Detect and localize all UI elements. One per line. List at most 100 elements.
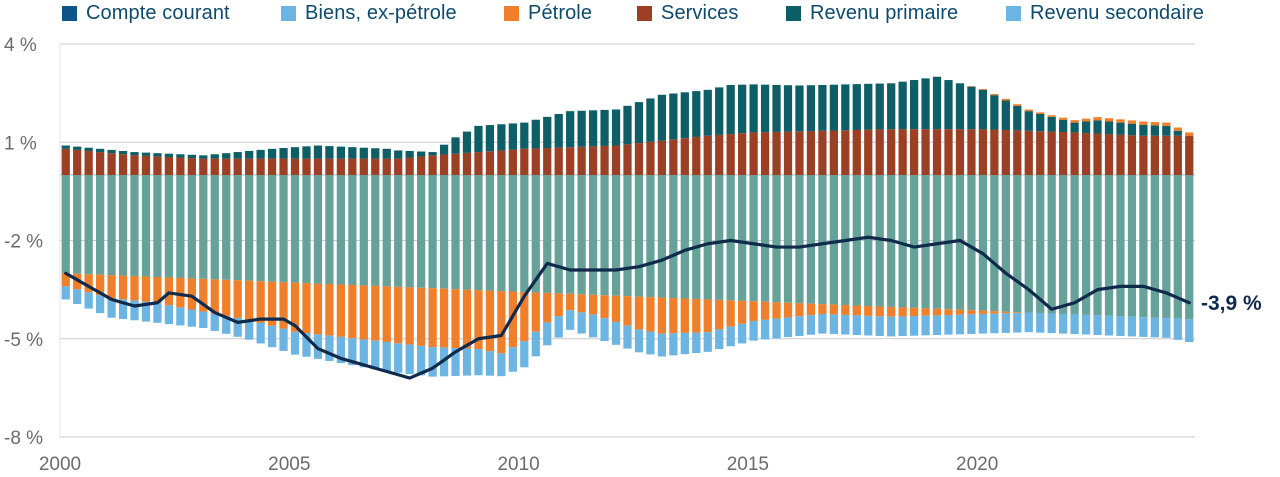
bar-segment-secondary — [898, 175, 907, 308]
bar-segment-primary — [749, 84, 758, 133]
bar-segment-goods — [921, 315, 930, 336]
bar-segment-secondary — [978, 175, 988, 311]
bar-segment-services — [657, 140, 667, 175]
bar-segment-goods — [611, 321, 621, 345]
bar-segment-secondary — [267, 175, 277, 282]
bar-segment-oil — [210, 279, 219, 314]
bar-segment-oil — [462, 289, 472, 349]
bar-segment-oil — [1150, 122, 1159, 126]
bar-segment-oil — [944, 309, 953, 316]
bar-segment-secondary — [1127, 175, 1137, 317]
bar-segment-secondary — [382, 175, 391, 287]
bar-segment-oil — [267, 281, 277, 326]
bar-segment-primary — [302, 146, 311, 159]
bar-segment-goods — [749, 320, 758, 341]
bar-segment-oil — [1036, 112, 1045, 115]
bar-segment-primary — [864, 83, 873, 130]
bar-segment-services — [1013, 130, 1022, 175]
bar-segment-oil — [703, 299, 712, 333]
bar-segment-secondary — [1116, 175, 1125, 317]
bar-segment-services — [588, 146, 598, 175]
bar-segment-goods — [222, 315, 231, 334]
bar-segment-primary — [61, 145, 70, 149]
bar-segment-oil — [554, 293, 563, 317]
bar-segment-oil — [783, 302, 793, 318]
bar-segment-oil — [990, 93, 999, 96]
bar-segment-primary — [73, 146, 82, 150]
bar-segment-oil — [497, 291, 506, 354]
legend-label: Revenu primaire — [810, 2, 959, 24]
bar-segment-secondary — [153, 175, 162, 277]
bar-segment-goods — [1059, 313, 1068, 334]
bar-segment-services — [233, 158, 242, 176]
bar-segment-services — [107, 153, 116, 175]
bar-segment-secondary — [932, 175, 942, 309]
bar-segment-oil — [588, 294, 598, 315]
bar-segment-secondary — [1139, 175, 1148, 318]
bar-segment-oil — [302, 283, 311, 334]
bar-segment-goods — [1139, 317, 1148, 337]
bar-segment-goods — [955, 314, 965, 335]
bar-segment-primary — [623, 105, 632, 145]
bar-segment-services — [841, 130, 850, 175]
bar-segment-secondary — [1059, 175, 1068, 314]
bar-segment-secondary — [508, 175, 517, 292]
bar-segment-oil — [107, 275, 116, 299]
bar-segment-secondary — [96, 175, 105, 275]
bar-segment-goods — [646, 331, 655, 355]
bar-segment-oil — [978, 89, 988, 90]
bar-segment-goods — [726, 326, 735, 347]
bar-segment-goods — [508, 347, 517, 372]
bar-segment-primary — [588, 110, 598, 147]
bar-segment-primary — [967, 86, 976, 130]
bar-segment-primary — [1036, 114, 1045, 132]
bar-segment-primary — [1139, 124, 1148, 136]
bar-segment-secondary — [336, 175, 346, 285]
bar-segment-services — [703, 135, 712, 175]
bar-segment-oil — [1093, 117, 1102, 121]
bar-segment-services — [451, 153, 460, 175]
bar-segment-oil — [852, 305, 861, 316]
bar-segment-services — [795, 131, 804, 175]
bar-segment-goods — [118, 299, 128, 319]
bar-segment-primary — [233, 152, 242, 159]
bar-segment-secondary — [795, 175, 804, 304]
bar-segment-goods — [405, 344, 414, 375]
bar-segment-primary — [955, 83, 965, 130]
bar-segment-primary — [600, 109, 609, 146]
bar-segment-oil — [760, 301, 770, 320]
bar-segment-primary — [118, 150, 128, 155]
bar-segment-oil — [417, 287, 426, 346]
bar-segment-oil — [566, 293, 575, 311]
bar-segment-secondary — [417, 175, 426, 288]
bar-segment-secondary — [84, 175, 93, 275]
bar-segment-goods — [806, 315, 816, 335]
bar-segment-services — [577, 146, 586, 175]
bar-segment-goods — [1150, 317, 1159, 338]
bar-segment-services — [199, 158, 208, 176]
bar-segment-goods — [715, 329, 724, 350]
bar-segment-services — [864, 129, 873, 175]
bar-segment-primary — [554, 114, 563, 148]
bar-segment-secondary — [1070, 175, 1079, 315]
bar-segment-secondary — [118, 175, 128, 276]
bar-segment-primary — [359, 147, 368, 159]
bar-segment-secondary — [1024, 175, 1033, 313]
bar-segment-services — [508, 149, 517, 175]
bar-segment-primary — [1001, 100, 1010, 130]
bar-segment-oil — [176, 277, 185, 308]
bar-segment-goods — [634, 329, 644, 353]
bar-segment-goods — [290, 331, 300, 355]
bar-segment-services — [1081, 132, 1091, 175]
axes: 4 % 1 % -2 % -5 % -8 % 2000 2005 2010 2015 2020 — [4, 35, 998, 475]
bar-segment-secondary — [818, 175, 827, 305]
bar-segment-secondary — [233, 175, 242, 281]
bar-segment-goods — [829, 314, 838, 335]
bar-segment-services — [829, 130, 838, 175]
bar-segment-goods — [474, 349, 483, 376]
legend-item-biens: Biens, ex-pétrole — [281, 2, 457, 25]
bar-segment-services — [692, 136, 701, 175]
bar-segment-secondary — [634, 175, 644, 297]
bar-segment-services — [818, 130, 827, 175]
bar-segment-secondary — [199, 175, 208, 279]
